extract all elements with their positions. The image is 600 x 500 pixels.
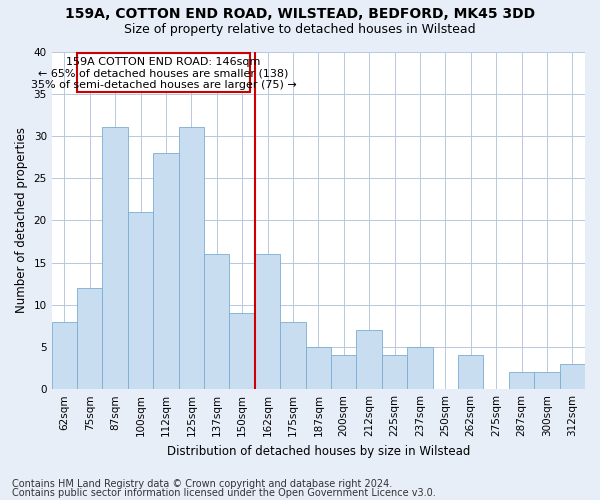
Bar [77,288,103,389]
Bar [179,128,204,389]
Bar [229,313,255,389]
Bar [560,364,585,389]
Bar [331,356,356,389]
Text: Size of property relative to detached houses in Wilstead: Size of property relative to detached ho… [124,22,476,36]
Bar [204,254,229,389]
Text: 35% of semi-detached houses are larger (75) →: 35% of semi-detached houses are larger (… [31,80,296,90]
Bar [305,347,331,389]
Text: 159A COTTON END ROAD: 146sqm: 159A COTTON END ROAD: 146sqm [66,56,260,66]
Bar [255,254,280,389]
Bar [103,128,128,389]
Bar [52,322,77,389]
Bar [128,212,153,389]
FancyBboxPatch shape [77,53,250,92]
Bar [153,153,179,389]
Text: ← 65% of detached houses are smaller (138): ← 65% of detached houses are smaller (13… [38,68,289,78]
Bar [534,372,560,389]
Bar [458,356,484,389]
Bar [509,372,534,389]
Bar [280,322,305,389]
X-axis label: Distribution of detached houses by size in Wilstead: Distribution of detached houses by size … [167,444,470,458]
Bar [407,347,433,389]
Y-axis label: Number of detached properties: Number of detached properties [15,128,28,314]
Bar [382,356,407,389]
Text: 159A, COTTON END ROAD, WILSTEAD, BEDFORD, MK45 3DD: 159A, COTTON END ROAD, WILSTEAD, BEDFORD… [65,8,535,22]
Text: Contains public sector information licensed under the Open Government Licence v3: Contains public sector information licen… [12,488,436,498]
Bar [356,330,382,389]
Text: Contains HM Land Registry data © Crown copyright and database right 2024.: Contains HM Land Registry data © Crown c… [12,479,392,489]
